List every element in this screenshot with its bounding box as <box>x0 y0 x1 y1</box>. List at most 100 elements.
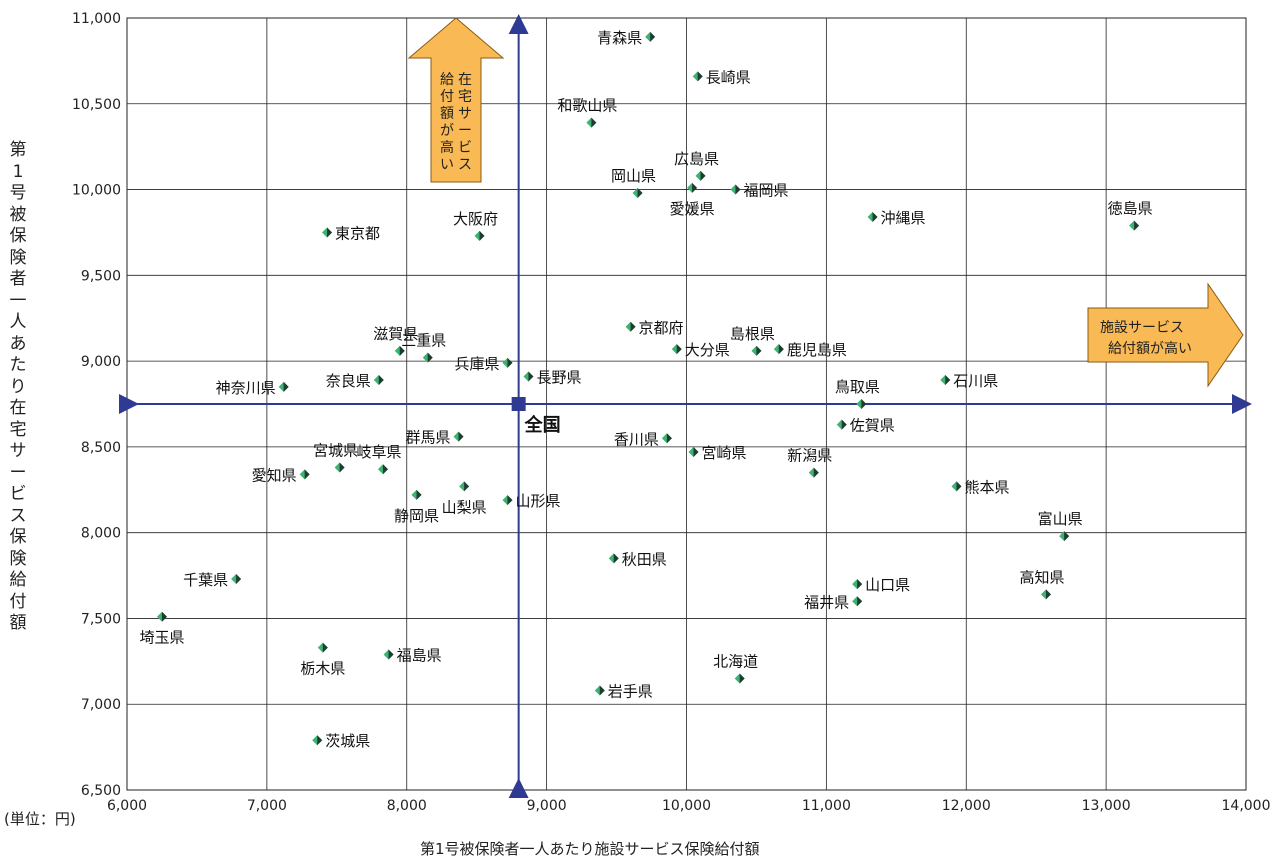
up-arrow-char: 高 <box>440 139 454 156</box>
point-label: 大分県 <box>685 341 730 359</box>
up-arrow-char: 宅 <box>458 89 472 105</box>
data-point <box>688 447 699 458</box>
point-marker-shade <box>382 464 388 475</box>
data-point <box>692 71 703 82</box>
data-point <box>411 489 422 500</box>
data-point <box>317 642 328 653</box>
y-tick-label: 7,500 <box>81 611 121 627</box>
point-label: 栃木県 <box>300 660 345 678</box>
data-point <box>156 611 167 622</box>
up-arrow-char: 額 <box>440 106 454 122</box>
data-point <box>1040 589 1051 600</box>
data-point <box>625 321 636 332</box>
point-marker-shade <box>528 371 534 382</box>
point-marker-shade <box>1064 531 1070 542</box>
data-point <box>751 345 762 356</box>
point-label: 福井県 <box>804 593 849 611</box>
point-label: 宮崎県 <box>701 444 746 462</box>
national-point <box>511 397 526 411</box>
point-label: 滋賀県 <box>373 325 418 343</box>
point-label: 静岡県 <box>394 507 439 525</box>
point-marker-shade <box>956 481 962 492</box>
point-label: 福島県 <box>397 646 442 664</box>
data-point <box>632 187 643 198</box>
right-arrow-text: 給付額が高い <box>1108 340 1192 357</box>
y-tick-label: 11,000 <box>72 11 121 27</box>
point-marker-shade <box>1134 220 1140 231</box>
y-tick-label: 10,500 <box>72 97 121 113</box>
national-label: 全国 <box>524 414 561 436</box>
point-marker-shade <box>676 344 682 355</box>
point-label: 和歌山県 <box>557 97 617 115</box>
x-tick-label: 14,000 <box>1222 798 1271 814</box>
y-tick-label: 8,500 <box>81 440 121 456</box>
point-label: 長崎県 <box>706 68 751 86</box>
point-marker-shade <box>317 735 323 746</box>
y-tick-label: 7,000 <box>81 697 121 713</box>
point-marker-shade <box>613 553 619 564</box>
data-point <box>334 462 345 473</box>
point-marker-shade <box>857 579 863 590</box>
point-label: 兵庫県 <box>454 355 499 373</box>
x-tick-label: 9,000 <box>527 798 567 814</box>
point-marker-shade <box>322 642 328 653</box>
y-tick-label: 9,000 <box>81 354 121 370</box>
point-marker-shade <box>507 495 513 506</box>
up-arrow-char: ビ <box>458 140 472 156</box>
x-tick-label: 13,000 <box>1082 798 1131 814</box>
point-marker-shade <box>739 673 745 684</box>
data-point <box>231 573 242 584</box>
point-label: 埼玉県 <box>139 629 184 647</box>
data-point <box>586 117 597 128</box>
point-label: 愛媛県 <box>670 200 715 218</box>
data-point <box>322 227 333 238</box>
data-point <box>608 553 619 564</box>
point-label: 熊本県 <box>964 478 1009 496</box>
point-marker-shade <box>458 431 464 442</box>
point-label: 富山県 <box>1038 510 1083 528</box>
unit-note: (単位：円) <box>4 810 76 828</box>
data-point <box>836 419 847 430</box>
point-label: 茨城県 <box>325 732 370 750</box>
point-marker-shade <box>945 374 951 385</box>
point-label: 大阪府 <box>453 210 498 228</box>
point-marker-shade <box>637 187 643 198</box>
point-marker-shade <box>464 481 470 492</box>
point-marker-shade <box>700 170 706 181</box>
point-label: 鳥取県 <box>835 378 880 396</box>
point-label: 青森県 <box>597 29 642 47</box>
point-marker-shade <box>599 685 605 696</box>
point-marker-shade <box>399 345 405 356</box>
data-point <box>299 469 310 480</box>
data-point <box>394 345 405 356</box>
point-label: 岡山県 <box>611 167 656 185</box>
point-label: 石川県 <box>953 372 998 390</box>
x-tick-label: 10,000 <box>662 798 711 814</box>
y-tick-label: 6,500 <box>81 783 121 799</box>
point-marker-shade <box>778 344 784 355</box>
x-tick-label: 7,000 <box>247 798 287 814</box>
up-arrow-char: ス <box>458 157 472 173</box>
data-point <box>453 431 464 442</box>
data-point <box>730 184 741 195</box>
point-marker-shade <box>378 374 384 385</box>
point-label: 千葉県 <box>183 571 228 589</box>
point-label: 鹿児島県 <box>787 341 847 359</box>
y-axis-label: 第1号被保険者一人あたり在宅サービス保険給付額 <box>9 140 27 633</box>
x-tick-label: 11,000 <box>802 798 851 814</box>
y-tick-label: 10,000 <box>72 183 121 199</box>
data-point <box>1129 220 1140 231</box>
data-point <box>940 374 951 385</box>
y-tick-label: 9,500 <box>81 268 121 284</box>
point-label: 奈良県 <box>326 372 371 390</box>
data-point <box>383 649 394 660</box>
point-label: 新潟県 <box>787 447 832 465</box>
point-marker-shade <box>841 419 847 430</box>
point-marker-shade <box>427 352 433 363</box>
point-marker-shade <box>507 357 513 368</box>
data-point <box>687 182 698 193</box>
data-point <box>645 31 656 42</box>
data-point <box>856 399 867 409</box>
point-marker-shade <box>872 212 878 223</box>
data-point <box>808 467 819 478</box>
